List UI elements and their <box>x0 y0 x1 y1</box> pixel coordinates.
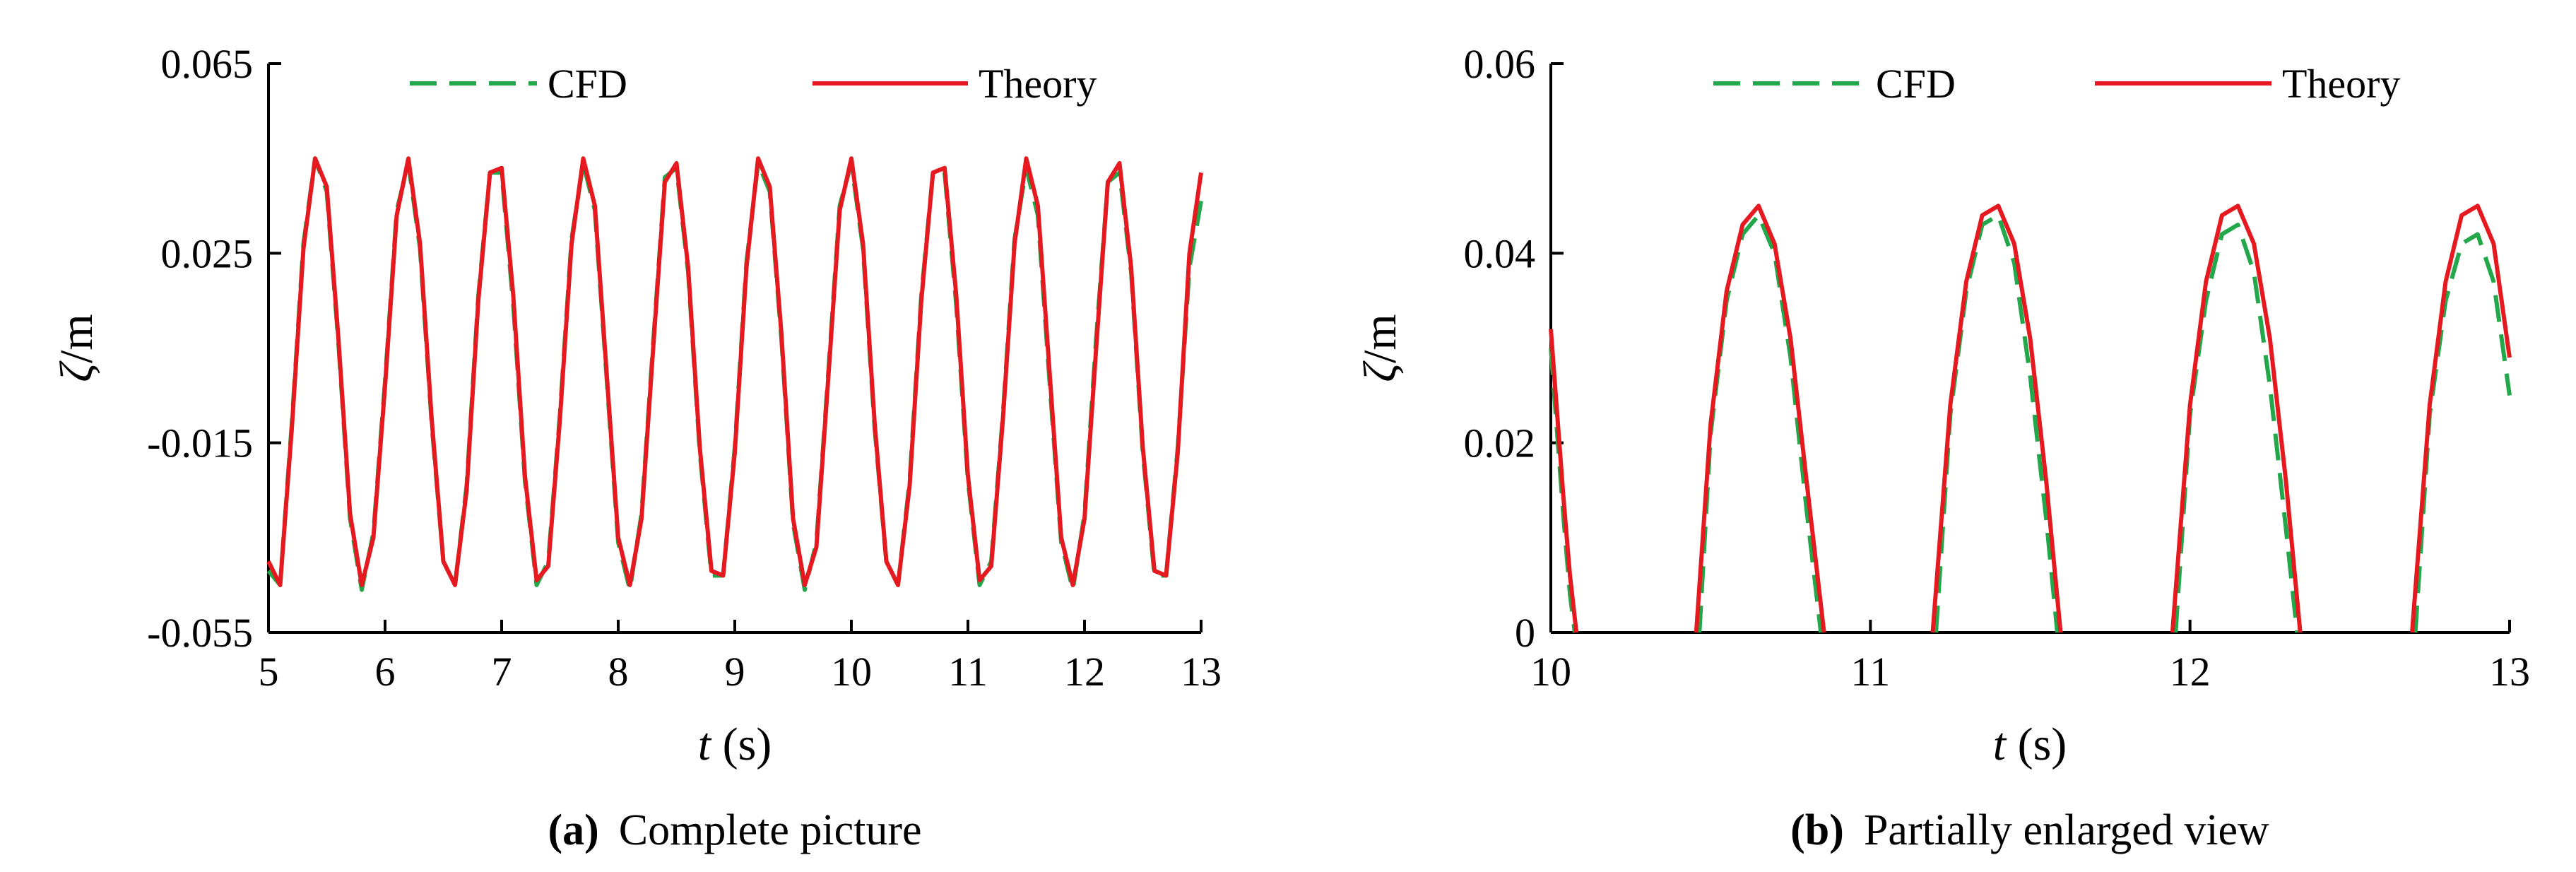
x-tick-label: 8 <box>608 649 629 695</box>
y-tick-label: 0.025 <box>161 230 254 276</box>
x-tick-label: 11 <box>1850 649 1890 695</box>
x-tick-label: 5 <box>259 649 279 695</box>
series-line-theory <box>1549 329 1579 633</box>
x-axis-variable: t <box>698 719 712 770</box>
x-axis-variable: t <box>1993 719 2007 770</box>
x-tick-label: 6 <box>375 649 396 695</box>
y-axis-variable: ζ <box>51 360 102 382</box>
y-tick-label: 0 <box>1515 610 1535 656</box>
series-line-theory <box>266 156 1203 587</box>
x-axis-unit: (s) <box>711 719 772 770</box>
series-line-theory <box>1930 204 2063 633</box>
y-tick-label: 0.06 <box>1464 41 1536 87</box>
x-tick-label: 12 <box>2170 649 2211 695</box>
y-tick-label: -0.055 <box>147 610 253 656</box>
y-tick-label: 0.04 <box>1464 230 1536 276</box>
x-tick-label: 12 <box>1064 649 1105 695</box>
y-axis-variable: ζ <box>1354 360 1406 382</box>
panel-caption-label: (a) <box>548 806 599 854</box>
x-tick-label: 10 <box>1530 649 1571 695</box>
y-axis-title: ζ/m <box>51 314 102 382</box>
x-axis-unit: (s) <box>2006 719 2067 770</box>
series-line-theory <box>1694 204 1826 633</box>
y-tick-label: 0.065 <box>161 41 254 87</box>
legend-label-cfd: CFD <box>548 61 627 107</box>
panel-caption-label: (b) <box>1790 806 1844 854</box>
panel-a: -0.055 -0.015 0.025 0.065 5 6 7 8 9 10 11 12 13 CFD Th… <box>51 41 1222 854</box>
x-tick-label: 13 <box>1181 649 1222 695</box>
x-tick-label: 9 <box>725 649 745 695</box>
x-axis-title: t (s) <box>1993 719 2067 770</box>
y-tick-label: 0.02 <box>1464 420 1536 466</box>
x-axis-title: t (s) <box>698 719 772 770</box>
x-tick-label: 13 <box>2489 649 2530 695</box>
legend-label-theory: Theory <box>979 61 1097 107</box>
series-line-cfd <box>1697 213 1824 633</box>
panel-caption-text: Partially enlarged view <box>1864 806 2269 854</box>
legend-label-theory: Theory <box>2282 61 2401 107</box>
x-tick-label: 10 <box>831 649 872 695</box>
series-line-theory <box>2410 204 2512 633</box>
panel-caption: (b) Partially enlarged view <box>1790 806 2269 854</box>
y-axis-unit: /m <box>1354 314 1406 363</box>
y-tick-label: -0.015 <box>147 420 253 466</box>
x-tick-label: 7 <box>492 649 512 695</box>
panel-b: 0 0.02 0.04 0.06 10 11 12 13 CFD Theory t (s) ζ/m (b… <box>1354 41 2530 854</box>
panel-caption-text: Complete picture <box>619 806 922 854</box>
y-axis-unit: /m <box>51 314 102 363</box>
x-tick-label: 11 <box>948 649 988 695</box>
series-line-theory <box>2170 204 2303 633</box>
panel-caption: (a) Complete picture <box>548 806 922 854</box>
y-axis-title: ζ/m <box>1354 314 1406 382</box>
legend-label-cfd: CFD <box>1876 61 1956 107</box>
